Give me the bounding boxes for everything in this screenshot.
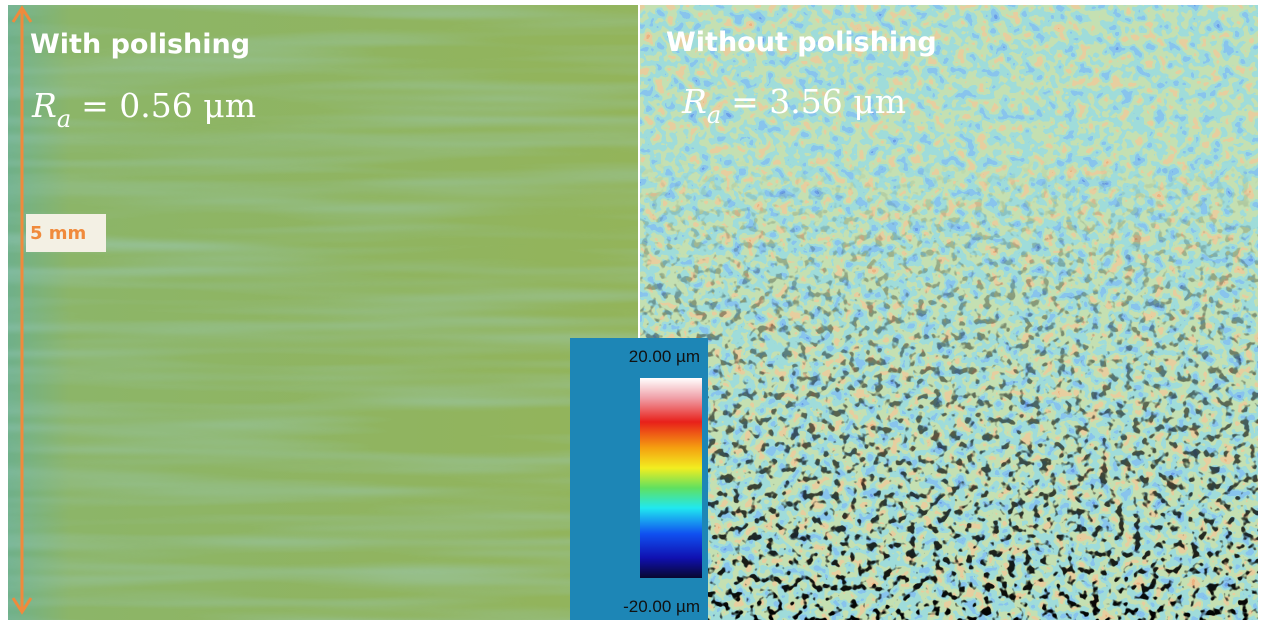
roughness-label: Ra = 3.56 μm [681, 82, 906, 129]
ra-symbol: R [31, 86, 57, 125]
colorbar: 20.00 µm -20.00 µm [570, 338, 708, 620]
scale-box [26, 214, 106, 252]
colorbar-gradient [640, 378, 702, 578]
left-panel: With polishing Ra = 0.56 μm 5 mm [8, 5, 638, 620]
ra-subscript: a [57, 105, 71, 133]
panel-title: Without polishing [666, 27, 937, 58]
ra-value: = 3.56 μm [731, 82, 906, 121]
panel-title: With polishing [30, 29, 250, 60]
ra-subscript: a [707, 101, 721, 129]
colorbar-max: 20.00 µm [629, 347, 700, 366]
ra-symbol: R [681, 82, 707, 121]
surface-texture [8, 5, 638, 620]
ra-value: = 0.56 μm [81, 86, 256, 125]
colorbar-min: -20.00 µm [623, 597, 700, 616]
scale-label: 5 mm [30, 223, 86, 244]
right-panel: Without polishing Ra = 3.56 μm [640, 5, 1258, 620]
surface-voids [640, 5, 1258, 620]
arrow-heads [11, 5, 33, 615]
roughness-label: Ra = 0.56 μm [31, 86, 256, 133]
